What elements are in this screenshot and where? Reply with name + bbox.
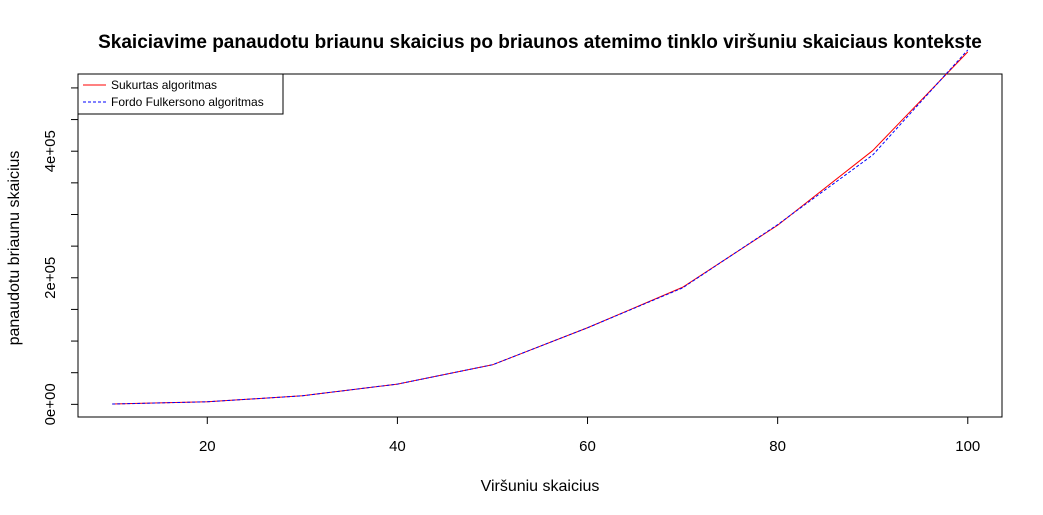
y-tick-label: 2e+05 <box>42 257 59 299</box>
legend: Sukurtas algoritmas Fordo Fulkersono algo… <box>77 73 284 115</box>
x-tick-label: 40 <box>389 438 406 455</box>
legend-label: Fordo Fulkersono algoritmas <box>111 95 264 109</box>
y-tick-label: 4e+05 <box>42 130 59 172</box>
chart-title: Skaiciavime panaudotu briaunu skaicius p… <box>98 32 982 53</box>
legend-box <box>77 73 284 115</box>
legend-label: Sukurtas algoritmas <box>111 78 217 92</box>
x-axis-label: Viršuniu skaicius <box>481 478 600 495</box>
y-tick-label: 0e+00 <box>42 383 59 425</box>
x-tick-label: 80 <box>769 438 786 455</box>
axes: 20 40 60 80 100 0e+00 2e+05 4e+05 <box>42 87 980 455</box>
plot-box <box>77 73 1003 418</box>
x-tick-label: 100 <box>955 438 980 455</box>
series-group <box>112 49 969 405</box>
x-tick-label: 60 <box>579 438 596 455</box>
y-axis-label: panaudotu briaunu skaicius <box>6 151 23 346</box>
series-line-2 <box>112 49 969 405</box>
x-tick-label: 20 <box>199 438 216 455</box>
